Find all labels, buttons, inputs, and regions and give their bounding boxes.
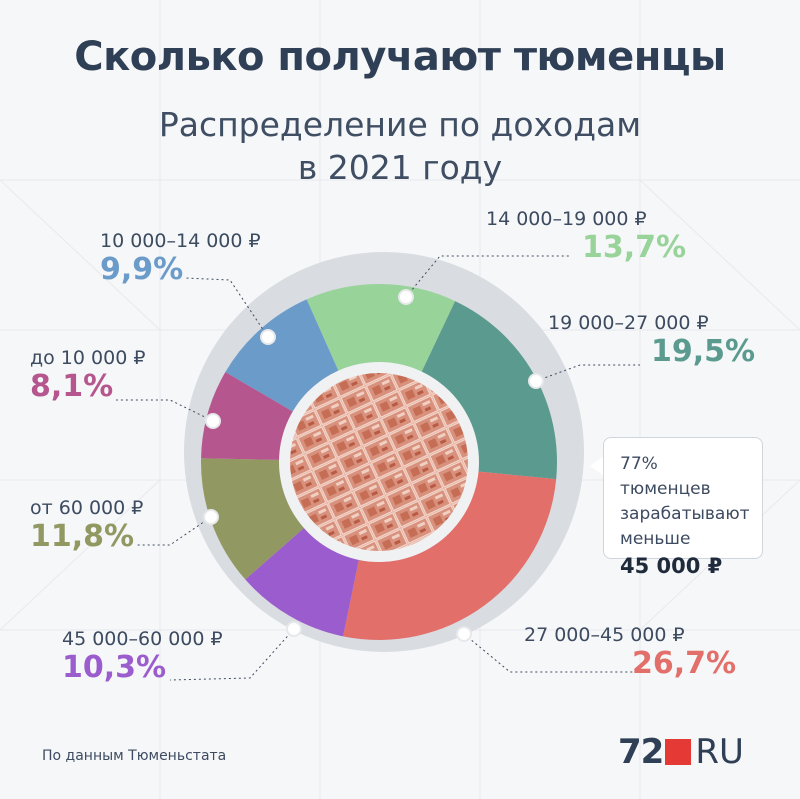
- slice-dot-5: [203, 509, 219, 525]
- dots-group: [203, 289, 544, 642]
- slice-range-label: 45 000–60 000 ₽: [62, 628, 223, 650]
- connector-line-5: [136, 516, 212, 546]
- slice-label-6: до 10 000 ₽8,1%: [30, 347, 145, 405]
- slice-range-label: до 10 000 ₽: [30, 347, 146, 369]
- slice-range-label: 14 000–19 000 ₽: [486, 208, 647, 230]
- connector-line-2: [535, 364, 640, 382]
- source-note: По данным Тюменьстата: [42, 748, 227, 764]
- slice-dot-2: [528, 373, 544, 389]
- slice-percent-label: 11,8%: [30, 519, 135, 554]
- slice-label-4: 45 000–60 000 ₽10,3%: [62, 628, 223, 686]
- subtitle-line-1: Распределение по доходам: [158, 105, 642, 144]
- slice-dot-3: [456, 626, 472, 642]
- slice-label-3: 27 000–45 000 ₽26,7%: [524, 624, 736, 682]
- connector-line-4: [169, 628, 295, 681]
- slice-dot-4: [286, 621, 302, 637]
- logo-72ru: 72 RU: [618, 732, 744, 772]
- callout-pointer: [590, 456, 604, 476]
- logo-number: 72: [618, 732, 664, 772]
- page-title: Сколько получают тюменцы: [74, 34, 726, 80]
- logo-suffix: RU: [695, 732, 744, 772]
- slice-percent-label: 9,9%: [100, 252, 184, 287]
- slice-label-7: 10 000–14 000 ₽9,9%: [100, 230, 261, 288]
- money-center-image: [290, 373, 468, 551]
- connector-line-6: [116, 399, 214, 422]
- slice-label-1: 14 000–19 000 ₽13,7%: [486, 208, 686, 266]
- page-subtitle: Распределение по доходам в 2021 году: [0, 103, 800, 189]
- slice-label-2: 19 000–27 000 ₽19,5%: [548, 312, 755, 370]
- slice-percent-label: 19,5%: [651, 334, 756, 369]
- slice-percent-label: 10,3%: [62, 650, 167, 685]
- slice-percent-label: 8,1%: [30, 369, 114, 404]
- slice-percent-label: 26,7%: [632, 646, 737, 681]
- slice-range-label: 27 000–45 000 ₽: [524, 624, 685, 646]
- slice-label-5: от 60 000 ₽11,8%: [30, 497, 143, 555]
- slice-range-label: 19 000–27 000 ₽: [548, 312, 709, 334]
- callout-text: 77% тюменцев зарабатывают меньше: [620, 454, 750, 549]
- slice-range-label: от 60 000 ₽: [30, 497, 144, 519]
- slice-dot-6: [205, 413, 221, 429]
- connectors-group: [116, 255, 640, 681]
- connector-line-3: [463, 633, 640, 673]
- slice-percent-label: 13,7%: [582, 230, 687, 265]
- slice-dot-1: [398, 289, 414, 305]
- slice-dot-7: [260, 329, 276, 345]
- subtitle-line-2: в 2021 году: [297, 148, 503, 187]
- callout-value: 45 000 ₽: [620, 554, 723, 578]
- callout-box: 77% тюменцев зарабатывают меньше 45 000 …: [603, 437, 763, 578]
- logo-square-icon: [665, 739, 692, 765]
- slice-range-label: 10 000–14 000 ₽: [100, 230, 261, 252]
